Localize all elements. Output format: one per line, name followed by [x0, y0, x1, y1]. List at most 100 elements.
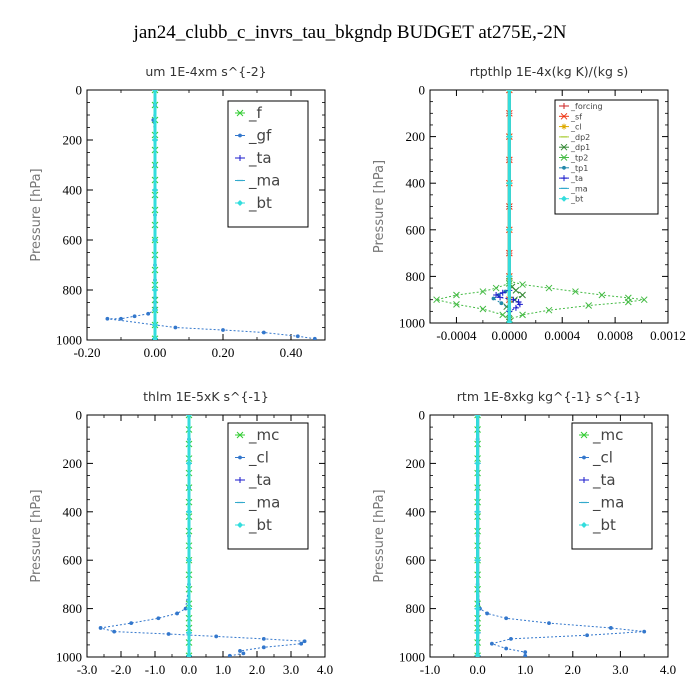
data-point — [485, 611, 490, 616]
data-point — [624, 298, 632, 306]
data-point — [489, 641, 494, 646]
data-point — [523, 650, 528, 655]
data-point — [493, 292, 500, 299]
legend-item: _tp1 — [559, 164, 588, 173]
data-point — [547, 621, 551, 626]
data-point — [186, 629, 192, 636]
legend-label: _ta — [592, 471, 616, 490]
x-tick-label: 0.40 — [280, 345, 303, 360]
data-point — [504, 646, 509, 651]
data-point — [499, 311, 507, 319]
data-point — [545, 306, 553, 314]
data-point — [186, 415, 192, 418]
data-point — [453, 301, 460, 308]
data-point — [173, 325, 178, 330]
data-point — [214, 634, 219, 639]
data-point — [152, 90, 158, 93]
data-point — [151, 90, 159, 94]
legend-marker — [237, 155, 243, 161]
panel-title: rtm 1E-8xkg kg^{-1} s^{-1} — [457, 389, 641, 404]
data-point — [152, 322, 158, 328]
data-point — [261, 636, 266, 641]
data-point — [598, 291, 606, 299]
data-point — [506, 180, 513, 187]
legend-marker — [560, 154, 568, 161]
data-point — [146, 311, 151, 316]
x-tick-label: 1.0 — [517, 662, 533, 677]
legend-marker — [561, 103, 567, 109]
y-tick-label: 800 — [63, 601, 83, 616]
legend-item: _gf — [235, 127, 272, 146]
legend-label: _cl — [592, 449, 613, 468]
data-point — [166, 632, 171, 636]
data-point — [156, 616, 161, 621]
x-tick-label: -1.0 — [145, 662, 166, 677]
panel-title: rtpthlp 1E-4x(kg K)/(kg s) — [470, 64, 629, 79]
y-tick-label: 1000 — [399, 650, 425, 665]
legend-label: _forcing — [570, 102, 603, 111]
legend: _f _gf _ta _ma _bt — [227, 100, 309, 228]
y-tick-label: 200 — [406, 129, 426, 144]
x-tick-label: 4.0 — [660, 662, 676, 677]
legend-label: _dp2 — [570, 133, 590, 142]
legend-item: _ta — [559, 174, 583, 183]
legend-marker — [238, 455, 242, 460]
data-point — [152, 307, 158, 313]
legend-marker — [237, 200, 243, 206]
y-tick-label: 0 — [419, 408, 426, 423]
legend-item: _ta — [235, 149, 272, 168]
data-point — [506, 273, 513, 280]
legend-item: _ma — [235, 494, 280, 513]
data-point — [312, 336, 317, 340]
y-tick-label: 600 — [406, 553, 426, 568]
data-point — [152, 137, 158, 143]
legend-item: _ta — [235, 471, 272, 490]
legend-marker — [237, 522, 243, 528]
legend-label: _gf — [248, 127, 272, 146]
chart-panel-2: rtpthlp 1E-4x(kg K)/(kg s) Pressure [hPa]… — [372, 64, 686, 343]
y-tick-label: 600 — [63, 233, 83, 248]
data-point — [516, 301, 523, 308]
legend-item: _f — [235, 104, 263, 123]
legend-item: _mc — [235, 426, 279, 445]
legend-item: _mc — [579, 426, 623, 445]
legend-label: _ta — [248, 471, 272, 490]
data-point — [302, 639, 307, 644]
x-tick-label: 0.00 — [144, 345, 167, 360]
x-tick-label: 0.0000 — [491, 328, 527, 343]
data-point — [491, 296, 496, 301]
legend: _forcing_sf _cl_dp2_dp1 _tp2_tp1_ta_ma _bt — [554, 99, 659, 215]
series-tp2 — [433, 277, 648, 323]
data-point — [640, 296, 648, 304]
data-point — [433, 296, 440, 304]
legend-item: _ma — [579, 494, 624, 513]
data-point — [510, 296, 517, 303]
data-point — [474, 652, 481, 657]
legend-label: _bt — [248, 516, 272, 535]
legend: _mc _cl _ta _ma _bt — [571, 422, 653, 550]
y-tick-label: 400 — [406, 176, 426, 191]
data-point — [474, 629, 481, 636]
legend-box — [227, 422, 309, 550]
legend-label: _ma — [248, 494, 280, 513]
y-tick-label: 0 — [76, 408, 83, 423]
y-tick-label: 600 — [63, 553, 83, 568]
data-point — [474, 605, 481, 612]
data-point — [129, 621, 134, 626]
x-tick-label: -1.0 — [420, 662, 441, 677]
legend-item: _bt — [579, 516, 616, 535]
legend-marker — [561, 195, 567, 202]
data-point — [492, 284, 500, 292]
legend-box — [554, 99, 659, 215]
legend-item: _cl — [235, 449, 269, 468]
y-tick-label: 200 — [63, 456, 83, 471]
data-point — [112, 629, 117, 634]
series-bt — [186, 415, 192, 657]
data-point — [585, 302, 593, 309]
y-tick-label: 1000 — [399, 316, 425, 331]
data-point — [119, 316, 123, 321]
chart-panel-4: rtm 1E-8xkg kg^{-1} s^{-1} Pressure [hPa]… — [372, 389, 676, 677]
data-point — [509, 636, 513, 641]
legend-item: _tp2 — [559, 154, 588, 163]
x-tick-label: 0.0008 — [597, 328, 633, 343]
